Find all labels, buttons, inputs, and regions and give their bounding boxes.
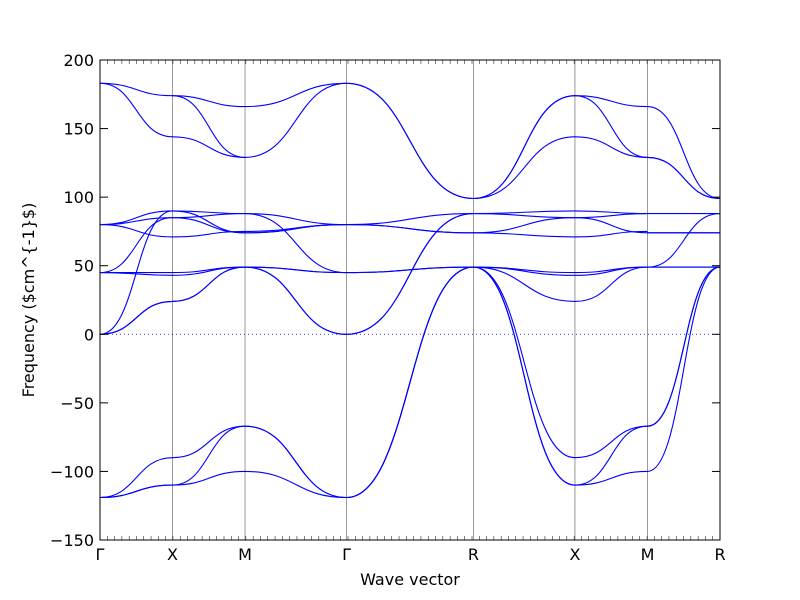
phonon-branch-6-8 bbox=[647, 213, 721, 268]
phonon-branch-6-11 bbox=[647, 266, 721, 472]
phonon-branch-1-8 bbox=[172, 213, 246, 219]
phonon-branch-4-9 bbox=[473, 266, 576, 302]
phonon-branch-5-2 bbox=[574, 136, 648, 158]
y-tick-label: 200 bbox=[63, 51, 94, 70]
phonon-branch-4-1 bbox=[473, 136, 576, 200]
phonon-branch-4-5 bbox=[473, 210, 576, 215]
x-tick-label: Γ bbox=[342, 545, 351, 564]
x-tick-label: M bbox=[641, 545, 655, 564]
y-tick-label: 0 bbox=[84, 325, 94, 344]
phonon-branch-0-4 bbox=[99, 224, 173, 238]
x-tick-label: M bbox=[238, 545, 252, 564]
phonon-branch-3-4 bbox=[346, 213, 474, 226]
phonon-branch-0-11 bbox=[99, 457, 173, 499]
phonon-branch-5-0 bbox=[574, 95, 648, 108]
phonon-branch-1-13 bbox=[172, 425, 246, 486]
y-tick-label: −50 bbox=[60, 394, 94, 413]
phonon-branch-0-9 bbox=[99, 300, 173, 335]
phonon-branch-1-10 bbox=[172, 266, 246, 302]
phonon-branch-1-3 bbox=[172, 217, 246, 234]
phonon-branch-4-10 bbox=[473, 266, 576, 459]
phonon-branch-4-3 bbox=[473, 217, 576, 234]
phonon-branch-3-8 bbox=[346, 213, 474, 335]
phonon-branch-2-0 bbox=[244, 82, 347, 108]
phonon-branch-0-3 bbox=[99, 210, 173, 226]
phonon-branch-4-6 bbox=[473, 213, 576, 219]
phonon-branch-2-7 bbox=[244, 213, 347, 274]
phonon-branch-2-2 bbox=[244, 213, 347, 226]
phonon-branch-2-4 bbox=[244, 224, 347, 232]
x-tick-label: Γ bbox=[96, 545, 105, 564]
phonon-branch-2-1 bbox=[244, 82, 347, 158]
phonon-branch-2-10 bbox=[244, 224, 347, 234]
phonon-branch-4-4 bbox=[473, 232, 576, 238]
phonon-branch-2-12 bbox=[244, 425, 347, 499]
phonon-branch-1-14 bbox=[172, 470, 246, 486]
phonon-branch-0-13 bbox=[99, 484, 173, 499]
phonon-branch-1-5 bbox=[172, 230, 246, 238]
phonon-branch-3-1 bbox=[346, 82, 474, 200]
phonon-branch-3-11 bbox=[346, 266, 474, 499]
phonon-branch-3-6 bbox=[346, 266, 474, 274]
y-tick-label: 150 bbox=[63, 120, 94, 139]
phonon-branch-0-0 bbox=[99, 82, 173, 97]
series-layer bbox=[99, 82, 721, 499]
phonon-branch-1-2 bbox=[172, 136, 246, 158]
x-tick-label: X bbox=[167, 545, 178, 564]
y-axis-label: Frequency ($cm^{-1}$) bbox=[19, 203, 38, 398]
phonon-branch-6-2 bbox=[647, 156, 721, 200]
phonon-branch-1-11 bbox=[172, 210, 246, 234]
phonon-branch-6-0 bbox=[647, 106, 721, 200]
phonon-branch-5-7 bbox=[574, 266, 648, 276]
phonon-branch-5-4 bbox=[574, 210, 648, 215]
plot-frame bbox=[99, 59, 721, 541]
phonon-branch-1-0 bbox=[172, 95, 246, 108]
phonon-branch-5-3 bbox=[574, 217, 648, 234]
phonon-branch-2-13 bbox=[244, 470, 347, 499]
phonon-branch-2-9 bbox=[244, 266, 347, 335]
phonon-branch-5-5 bbox=[574, 230, 648, 238]
phonon-branch-1-12 bbox=[172, 425, 246, 459]
x-tick-label: R bbox=[468, 545, 479, 564]
y-tick-label: −150 bbox=[50, 531, 94, 550]
phonon-branch-4-2 bbox=[473, 95, 576, 200]
phonon-branch-5-11 bbox=[574, 425, 648, 486]
y-tick-label: 100 bbox=[63, 188, 94, 207]
phonon-branch-5-10 bbox=[574, 425, 648, 459]
phonon-branch-0-2 bbox=[99, 217, 173, 226]
x-axis-label: Wave vector bbox=[360, 570, 460, 589]
phonon-branch-5-12 bbox=[574, 470, 648, 486]
phonon-branch-0-7 bbox=[99, 217, 173, 274]
phonon-branch-5-1 bbox=[574, 95, 648, 158]
phonon-branch-0-1 bbox=[99, 82, 173, 138]
phonon-branch-6-10 bbox=[647, 266, 721, 427]
phonon-branch-3-3 bbox=[346, 224, 474, 234]
phonon-branch-1-7 bbox=[172, 266, 246, 276]
phonon-branch-5-8 bbox=[574, 213, 648, 219]
phonon-branch-5-9 bbox=[574, 266, 648, 302]
phonon-branch-4-12 bbox=[473, 266, 576, 486]
x-tick-label: X bbox=[569, 545, 580, 564]
phonon-branch-4-8 bbox=[473, 266, 576, 276]
phonon-branch-2-6 bbox=[244, 266, 347, 274]
y-tick-label: 50 bbox=[74, 257, 94, 276]
x-tick-label: R bbox=[714, 545, 725, 564]
y-tick-label: −100 bbox=[50, 462, 94, 481]
phonon-branch-0-10 bbox=[99, 210, 173, 335]
phonon-branch-1-1 bbox=[172, 95, 246, 158]
